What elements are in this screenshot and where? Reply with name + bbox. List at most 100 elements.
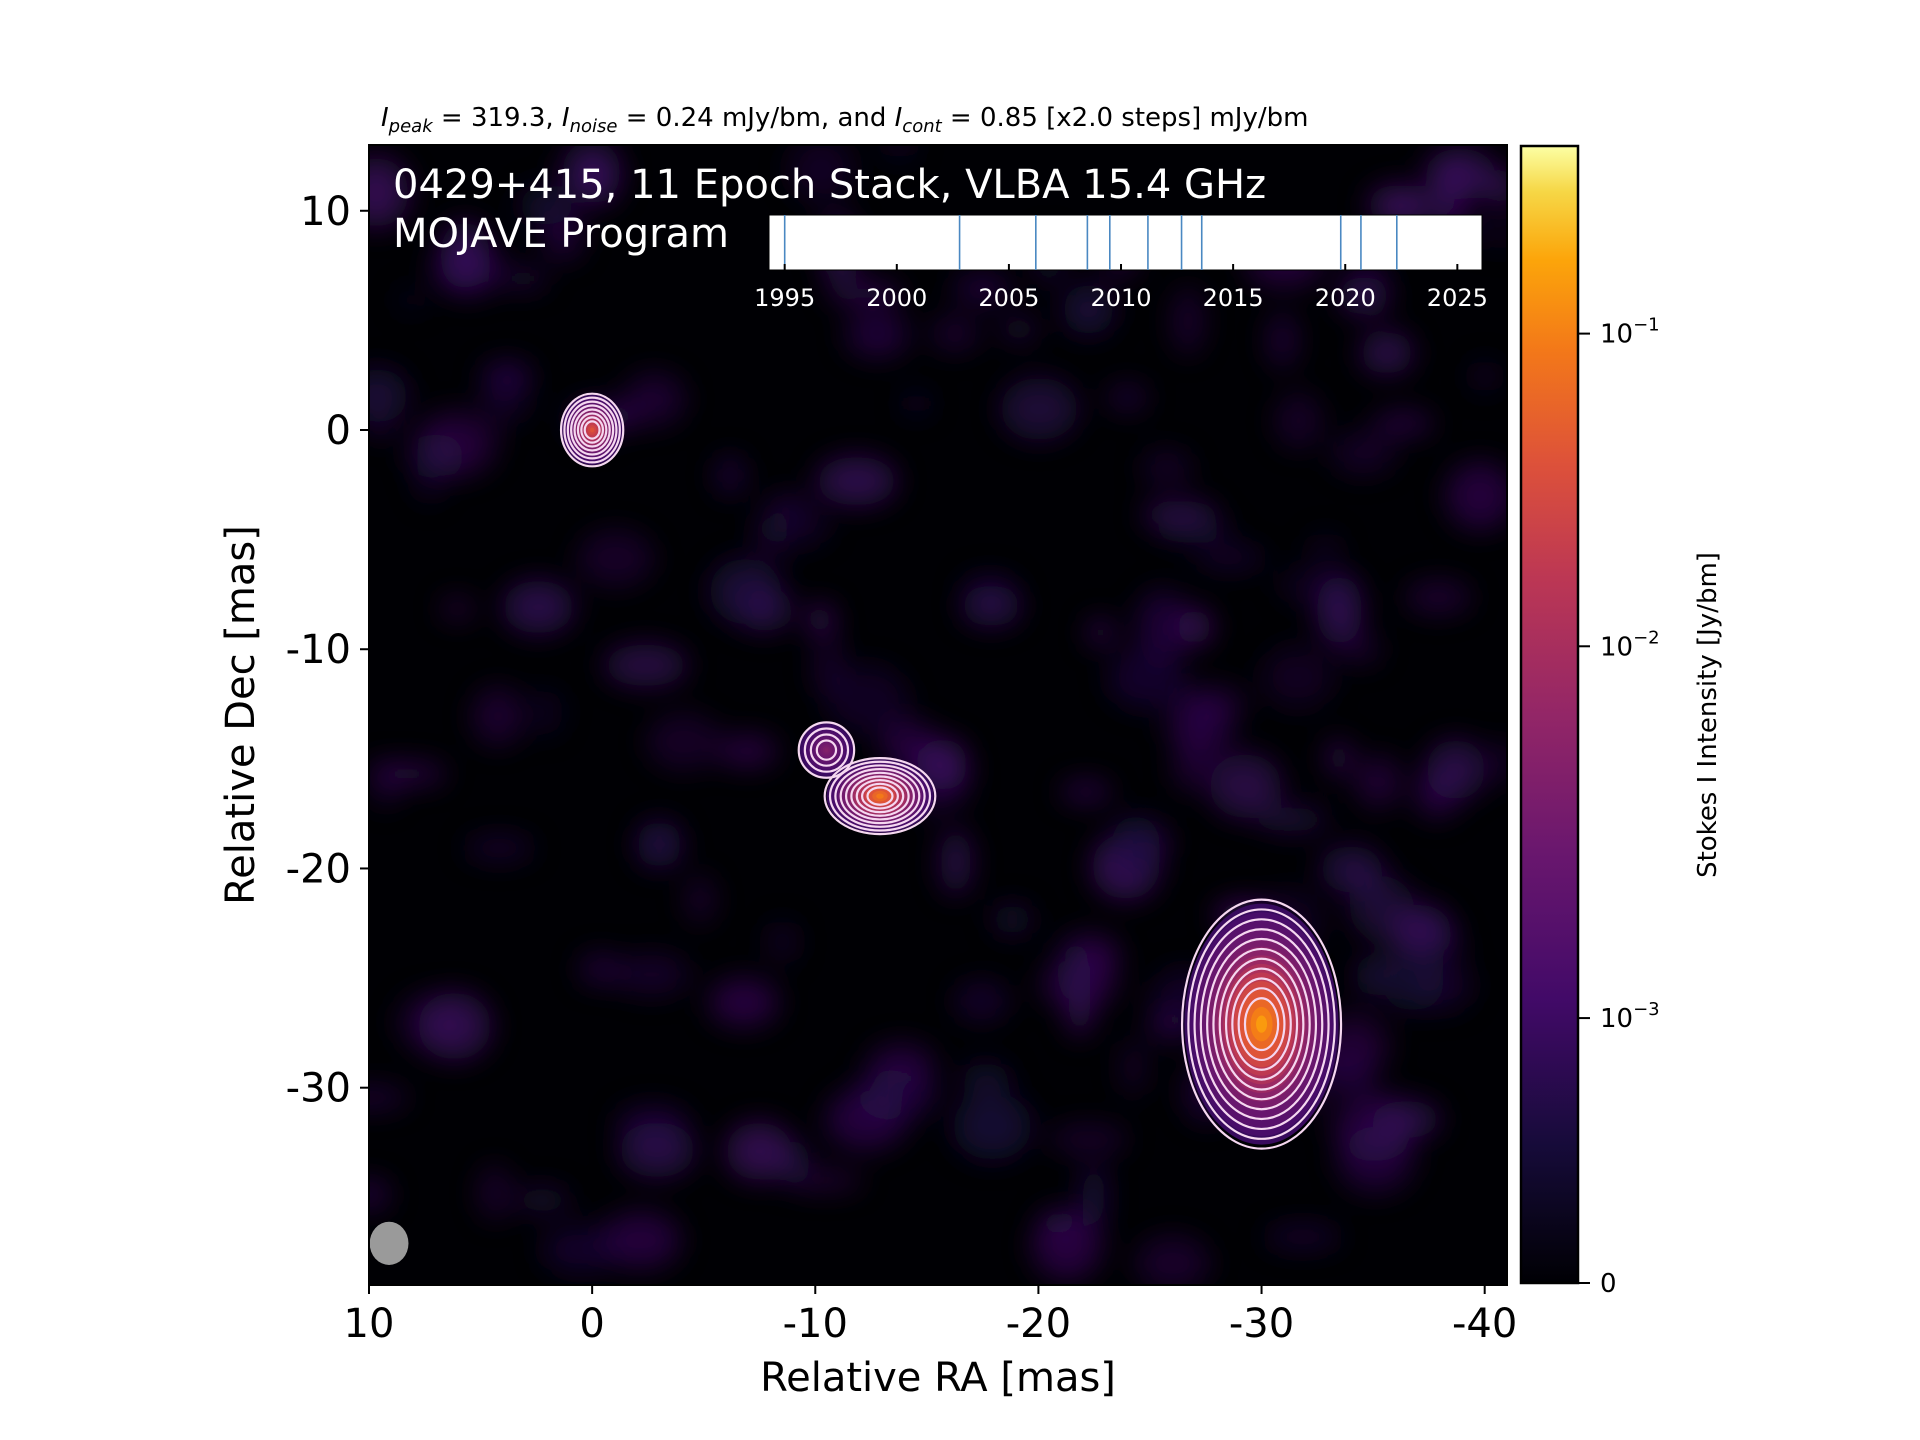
noise-blob (369, 368, 408, 423)
noise-blob (1158, 522, 1234, 544)
y-tick-label: -20 (286, 846, 351, 892)
noise-blob (1472, 360, 1498, 392)
noise-blob (1338, 276, 1390, 316)
noise-blob (1062, 284, 1115, 335)
contour-level (797, 721, 856, 779)
noise-blob (1404, 580, 1472, 614)
contour-level (855, 779, 905, 814)
noise-blob (767, 921, 798, 963)
contours-jet-knot-a (797, 721, 856, 779)
noise-blob (1141, 500, 1218, 529)
contour-level (850, 775, 910, 817)
noise-blob (952, 1092, 1032, 1160)
colorbar-label: Stokes I Intensity [Jy/bm] (1693, 552, 1723, 878)
noise-blob (1335, 1047, 1373, 1097)
noise-blob (440, 220, 490, 290)
noise-blob (369, 1086, 409, 1109)
contour-level (1206, 937, 1318, 1111)
noise-blob (1141, 450, 1192, 487)
noise-blob (845, 310, 910, 358)
noise-blob (992, 903, 1033, 936)
noise-blob (1475, 212, 1507, 249)
noise-blob (440, 596, 475, 621)
contour-level (583, 420, 601, 440)
noise-blob (940, 828, 972, 896)
contour-level (1212, 947, 1311, 1101)
x-tick-label: -30 (1229, 1301, 1294, 1347)
noise-blob (738, 586, 792, 632)
contours-jet-knot-b (823, 757, 937, 836)
epoch-year-label: 2025 (1427, 284, 1488, 312)
noise-blob (816, 456, 897, 506)
noise-blob (685, 874, 715, 925)
noise-blob (498, 267, 548, 290)
noise-blob (1209, 753, 1282, 819)
contour-level (1193, 918, 1330, 1131)
noise-blob (1355, 755, 1401, 809)
y-axis-label: Relative Dec [mas] (218, 525, 264, 905)
noise-blob (373, 759, 398, 807)
noise-blob (709, 978, 779, 1027)
noise-blob (826, 664, 909, 736)
x-tick-label: 0 (579, 1301, 604, 1347)
noise-blob (1135, 1235, 1211, 1285)
noise-blob (623, 372, 686, 426)
x-axis-label: Relative RA [mas] (760, 1355, 1116, 1401)
noise-blob (725, 1122, 793, 1181)
noise-blob (502, 580, 575, 634)
epoch-timeline: 1995 2000 2005 2010 2015 2020 2025 (754, 214, 1488, 312)
noise-blob (1000, 377, 1079, 441)
noise-blob (1354, 956, 1392, 996)
contour-level (809, 733, 844, 767)
contour-level (823, 757, 937, 836)
noise-blob (1435, 156, 1468, 222)
noise-blob (1268, 311, 1297, 370)
beam-layer (369, 1221, 409, 1265)
colorbar-tick-label: 10−3 (1600, 999, 1660, 1034)
y-tick-label: -30 (286, 1066, 351, 1112)
y-tick-label: 10 (300, 189, 351, 235)
noise-blob (1121, 1038, 1146, 1097)
noise-blob (613, 954, 690, 995)
contour-layer (559, 392, 1343, 1150)
noise-blob (1360, 331, 1414, 375)
noise-blob (1107, 647, 1187, 710)
noise-blob (1275, 392, 1322, 450)
noise-blob (1337, 633, 1383, 665)
overlay-subtitle: MOJAVE Program (393, 211, 729, 257)
epoch-timeline-box (768, 214, 1483, 271)
noise-blob (1330, 432, 1396, 475)
y-tick-label: 0 (326, 408, 351, 454)
contour-level (1199, 928, 1324, 1121)
header-peak-subscript: peak (388, 116, 435, 137)
noise-blob (883, 145, 915, 159)
noise-blob (1031, 1210, 1103, 1281)
noise-blob (953, 981, 1010, 1022)
noise-blob (646, 713, 721, 771)
noise-blob (542, 1225, 620, 1275)
epoch-year-ticks: 1995 2000 2005 2010 2015 2020 2025 (754, 264, 1488, 312)
noise-blob (369, 418, 396, 439)
epoch-year-label: 2020 (1315, 284, 1376, 312)
colorbar-frame (1519, 144, 1580, 1285)
header-cont-value: = 0.85 [x2.0 steps] mJy/bm (942, 103, 1309, 133)
colorbar-gradient (1521, 146, 1578, 1283)
noise-blob (1486, 739, 1507, 785)
x-tick-label: -10 (783, 1301, 848, 1347)
noise-blob (813, 634, 844, 699)
image-frame (368, 144, 1508, 1286)
noise-blob (880, 718, 936, 770)
noise-blob (369, 157, 409, 228)
overlay-title: 0429+415, 11 Epoch Stack, VLBA 15.4 GHz (393, 162, 1266, 208)
contour-level (866, 786, 894, 806)
contour-level (803, 727, 850, 773)
contour-level (580, 416, 605, 444)
noise-blob (515, 1186, 570, 1214)
x-tick-label: -20 (1006, 1301, 1071, 1347)
x-tick-label: 10 (344, 1301, 395, 1347)
header-noise-symbol: I (562, 103, 570, 133)
noise-blob (806, 603, 835, 636)
noise-blob (1349, 876, 1415, 940)
noise-blob (827, 282, 902, 304)
